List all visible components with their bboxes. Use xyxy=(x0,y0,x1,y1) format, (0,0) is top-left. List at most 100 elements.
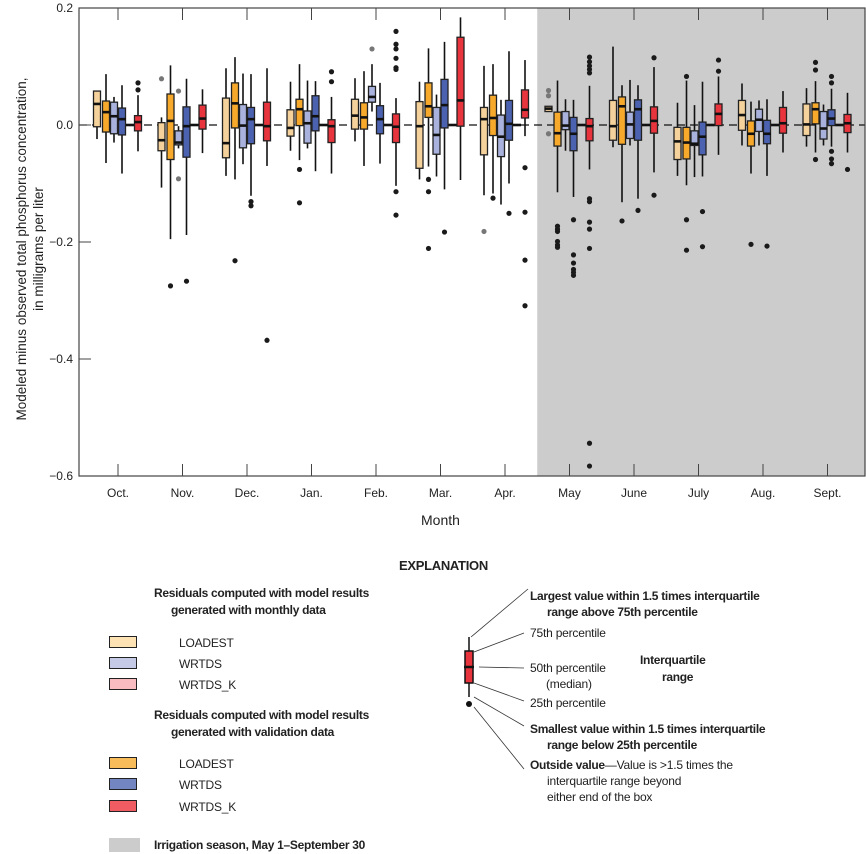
outlier-point xyxy=(545,93,552,99)
outlier-point xyxy=(425,245,432,252)
box-wrtds_k-validation-0 xyxy=(133,80,143,152)
outlier-point xyxy=(554,244,561,250)
outlier-point xyxy=(183,278,190,284)
box-wrtds-monthly-7 xyxy=(561,99,570,151)
box-wrtds_k-validation-2 xyxy=(262,68,272,343)
box-loadest-monthly-11 xyxy=(802,88,811,147)
y-tick-label: −0.6 xyxy=(49,469,73,483)
iqr-box xyxy=(303,110,312,144)
box-wrtds_k-validation-11 xyxy=(843,92,852,173)
key-largest-1: Largest value within 1.5 times interquar… xyxy=(530,589,760,603)
iqr-box xyxy=(811,102,820,125)
y-tick-label: −0.4 xyxy=(49,352,73,366)
legend-swatch-wrtds-monthly xyxy=(109,657,137,669)
irrigation-season-shading xyxy=(537,8,865,476)
box-wrtds-monthly-8 xyxy=(625,79,635,146)
box-key-diagram xyxy=(464,588,529,770)
outlier-point xyxy=(522,209,528,215)
outlier-point xyxy=(586,440,593,446)
x-tick-label: Dec. xyxy=(235,486,260,500)
box-wrtds-validation-4 xyxy=(375,82,385,164)
box-wrtds-monthly-9 xyxy=(690,105,699,178)
box-wrtds-validation-3 xyxy=(311,81,320,172)
iqr-box xyxy=(690,130,699,147)
box-loadest-validation-9 xyxy=(682,73,691,253)
x-tick-label: Aug. xyxy=(751,486,776,500)
x-axis-title: Month xyxy=(421,512,460,528)
box-loadest-validation-10 xyxy=(746,101,756,247)
iqr-box xyxy=(359,102,369,130)
iqr-box xyxy=(246,106,256,145)
box-wrtds-monthly-10 xyxy=(754,100,764,146)
x-tick-label: Sept. xyxy=(813,486,841,500)
iqr-box xyxy=(698,121,707,156)
key-largest-2: range above 75th percentile xyxy=(547,605,698,619)
y-axis-title-line-2: in milligrams per liter xyxy=(31,187,46,311)
box-loadest-monthly-1 xyxy=(157,76,166,188)
outlier-point xyxy=(545,87,552,94)
iqr-box xyxy=(585,117,594,142)
outlier-point xyxy=(586,219,593,225)
key-outside-text-1: —Value is >1.5 times the xyxy=(604,758,733,772)
legend-label-irrigation: Irrigation season, May 1–September 30 xyxy=(154,838,365,852)
box-loadest-monthly-8 xyxy=(608,46,618,148)
legend-swatch-wrtds-validation xyxy=(109,778,137,790)
outlier-point xyxy=(586,199,593,205)
iqr-box xyxy=(479,106,489,156)
legend-label-wrtdsk-validation: WRTDS_K xyxy=(179,800,237,814)
outlier-point xyxy=(135,80,141,86)
iqr-box xyxy=(157,122,166,152)
outlier-point xyxy=(748,241,754,247)
outlier-point xyxy=(175,176,182,182)
iqr-box xyxy=(311,95,320,132)
key-outside-text-2: interquartile range beyond xyxy=(547,774,682,788)
legend-monthly-heading-1: Residuals computed with model results xyxy=(154,586,369,600)
box-wrtds-validation-5 xyxy=(440,41,449,235)
outlier-point xyxy=(570,260,577,266)
iqr-box xyxy=(802,103,811,137)
key-iqr-1: Interquartile xyxy=(640,653,706,667)
outlier-point xyxy=(175,88,182,94)
x-tick-label: Oct. xyxy=(107,486,129,500)
box-loadest-monthly-10 xyxy=(737,83,747,146)
box-loadest-monthly-2 xyxy=(221,68,231,176)
iqr-box xyxy=(561,110,570,131)
key-iqr-2: range xyxy=(662,670,694,684)
outlier-point xyxy=(619,218,625,224)
outlier-point xyxy=(844,166,851,173)
outlier-point xyxy=(232,258,238,264)
iqr-box xyxy=(295,98,304,127)
iqr-box xyxy=(92,90,102,128)
outlier-point xyxy=(586,70,593,76)
box-wrtds_k-validation-8 xyxy=(649,55,659,198)
outlier-point xyxy=(296,166,303,173)
box-wrtds-validation-8 xyxy=(633,85,643,214)
outlier-point xyxy=(828,80,835,86)
iqr-box xyxy=(262,101,272,142)
outlier-point xyxy=(490,195,496,201)
iqr-box xyxy=(327,119,336,144)
outlier-point xyxy=(393,41,399,47)
box-wrtds-validation-0 xyxy=(117,85,127,174)
key-p75: 75th percentile xyxy=(530,626,606,640)
box-wrtds-monthly-3 xyxy=(303,80,312,149)
box-wrtds-monthly-2 xyxy=(238,73,248,165)
outlier-point xyxy=(586,59,593,65)
outlier-point xyxy=(828,161,835,167)
y-axis-title-line-1: Modeled minus observed total phosphorus … xyxy=(14,77,29,421)
box-wrtds-validation-9 xyxy=(698,81,707,250)
outlier-point xyxy=(635,207,641,214)
iqr-box xyxy=(778,106,788,134)
key-outside: Outside value—Value is >1.5 times the xyxy=(530,758,733,772)
outlier-point xyxy=(248,199,254,205)
iqr-box xyxy=(608,99,618,141)
outlier-point xyxy=(570,272,577,278)
legend-swatch-wrtdsk-monthly xyxy=(109,678,137,690)
iqr-box xyxy=(456,36,465,127)
legend-monthly-heading-2: generated with monthly data xyxy=(171,603,326,617)
y-tick-label: 0.0 xyxy=(56,118,73,132)
key-p50-1: 50th percentile xyxy=(530,661,606,675)
outlier-point xyxy=(586,245,593,252)
legend-swatch-irrigation xyxy=(109,838,140,852)
box-wrtds-validation-7 xyxy=(569,99,578,278)
